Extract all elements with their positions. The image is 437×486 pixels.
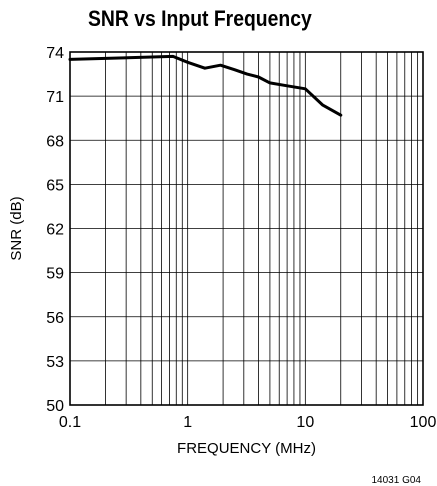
series-layer [68, 54, 343, 117]
y-tick-label: 68 [46, 133, 64, 150]
chart-title: SNR vs Input Frequency [88, 6, 312, 31]
y-tick-label: 71 [46, 89, 64, 106]
x-tick-label: 1 [183, 414, 192, 431]
y-tick-label: 65 [46, 177, 64, 194]
y-tick-label: 74 [46, 45, 64, 62]
x-tick-label: 100 [410, 414, 437, 431]
x-tick-label: 10 [296, 414, 314, 431]
y-tick-label: 50 [46, 398, 64, 415]
snr-series-line [68, 54, 343, 117]
y-tick-label: 62 [46, 222, 64, 239]
y-tick-label: 53 [46, 354, 64, 371]
figure-code: 14031 G04 [372, 475, 422, 486]
x-tick-label: 0.1 [59, 414, 81, 431]
y-axis-label: SNR (dB) [8, 196, 25, 260]
tick-labels: 0.1 1 10 100 74 71 68 65 62 59 56 53 50 [46, 45, 436, 431]
plot-frame [69, 51, 424, 406]
y-tick-label: 59 [46, 266, 64, 283]
grid-lines [70, 52, 423, 405]
x-axis-label: FREQUENCY (MHz) [177, 440, 316, 457]
y-tick-label: 56 [46, 310, 64, 327]
